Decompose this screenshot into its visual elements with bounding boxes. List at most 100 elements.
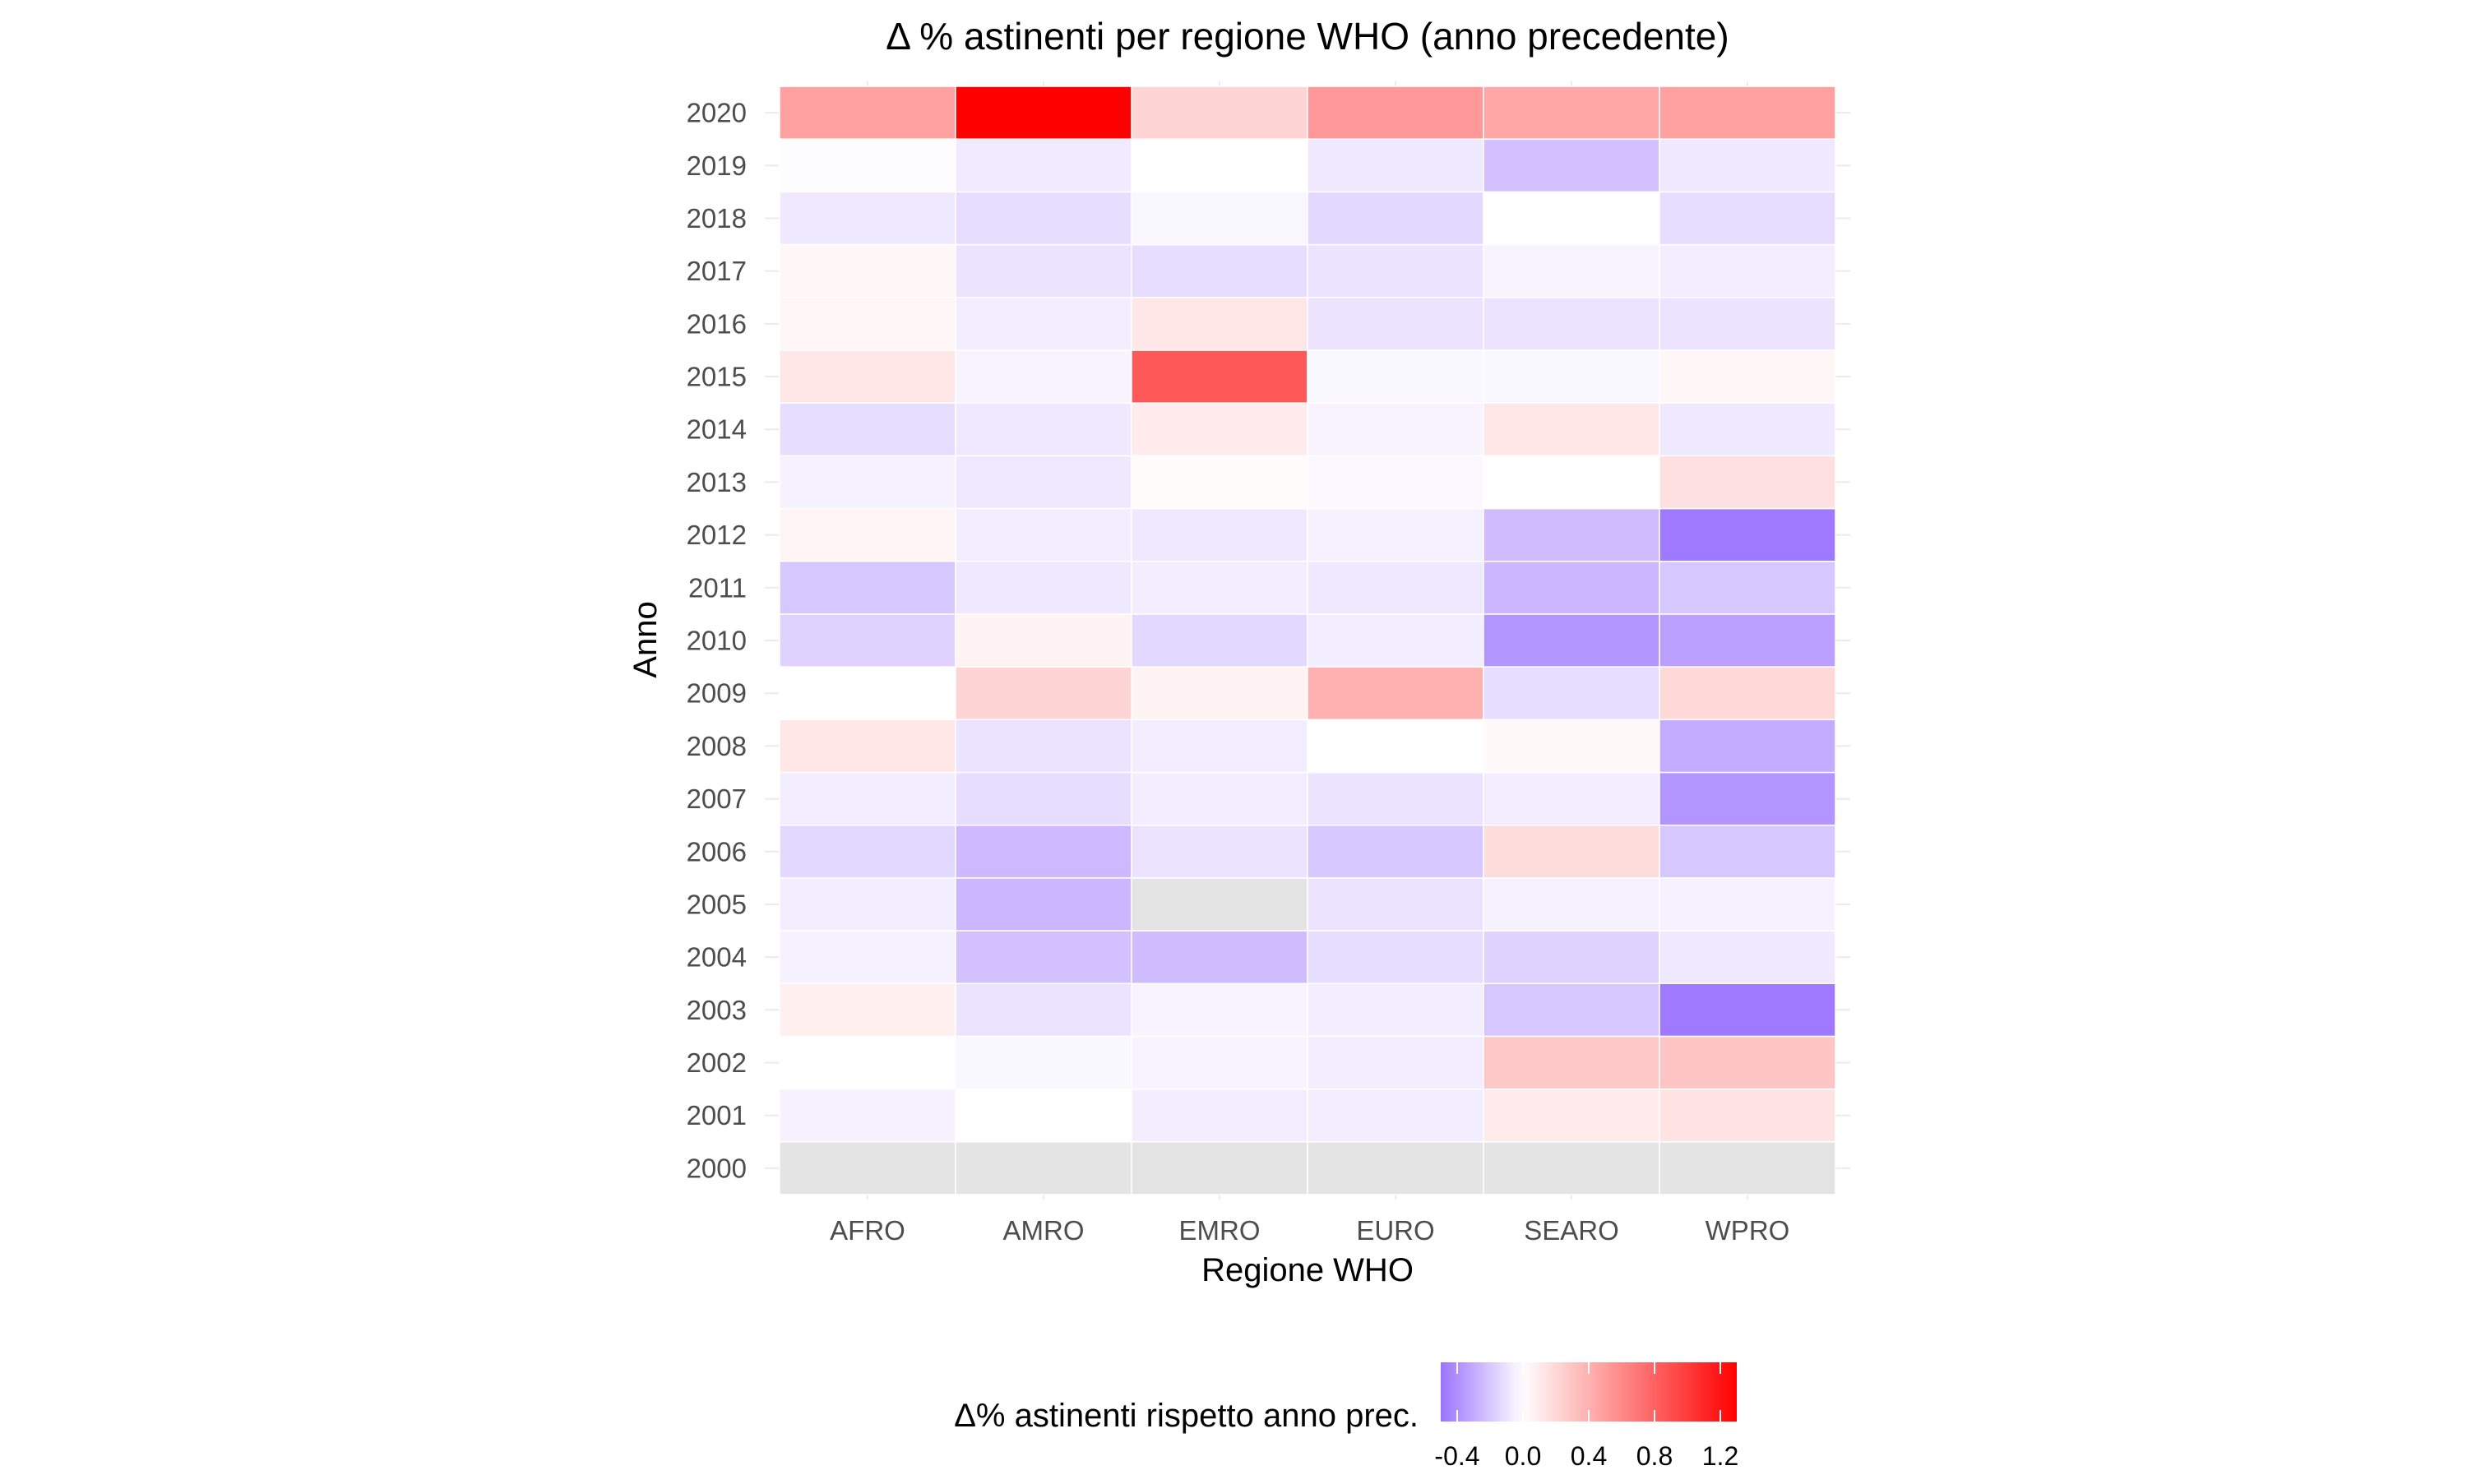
heatmap-cell-amro-2009 bbox=[955, 666, 1132, 721]
heatmap-cell-emro-2011 bbox=[1131, 560, 1308, 615]
heatmap-cell-euro-2020 bbox=[1307, 86, 1484, 140]
heatmap-cell-wpro-2000 bbox=[1659, 1141, 1836, 1195]
heatmap-cell-afro-2009 bbox=[779, 666, 956, 721]
heatmap-cell-afro-2002 bbox=[779, 1035, 956, 1090]
legend-tick-label: 0.4 bbox=[1571, 1441, 1607, 1471]
heatmap-cell-emro-2013 bbox=[1131, 455, 1308, 510]
heatmap-cell-wpro-2018 bbox=[1659, 191, 1836, 246]
heatmap-cell-emro-2003 bbox=[1131, 982, 1308, 1038]
heatmap-cell-amro-2005 bbox=[955, 877, 1132, 932]
heatmap-cell-euro-2014 bbox=[1307, 402, 1484, 457]
y-tick-label: 2019 bbox=[687, 150, 747, 181]
heatmap-cell-emro-2004 bbox=[1131, 930, 1308, 984]
heatmap-cell-emro-2012 bbox=[1131, 507, 1308, 562]
y-tick-label: 2000 bbox=[687, 1153, 747, 1183]
heatmap-cell-emro-2015 bbox=[1131, 349, 1308, 404]
heatmap-cell-amro-2012 bbox=[955, 507, 1132, 562]
heatmap-cell-wpro-2013 bbox=[1659, 455, 1836, 510]
heatmap-cell-searo-2000 bbox=[1483, 1141, 1660, 1195]
heatmap-cell-afro-2016 bbox=[779, 297, 956, 351]
y-tick-label: 2010 bbox=[687, 626, 747, 656]
heatmap-cell-amro-2001 bbox=[955, 1088, 1132, 1143]
heatmap-cell-emro-2000 bbox=[1131, 1141, 1308, 1195]
heatmap-cell-emro-2014 bbox=[1131, 402, 1308, 457]
heatmap-cell-searo-2002 bbox=[1483, 1035, 1660, 1090]
heatmap-cell-wpro-2011 bbox=[1659, 560, 1836, 615]
heatmap-cell-afro-2003 bbox=[779, 982, 956, 1038]
heatmap-cell-euro-2012 bbox=[1307, 507, 1484, 562]
heatmap-cell-afro-2015 bbox=[779, 349, 956, 404]
heatmap-cell-euro-2010 bbox=[1307, 613, 1484, 668]
y-tick-label: 2013 bbox=[687, 467, 747, 497]
legend-tick-label: 0.0 bbox=[1505, 1441, 1541, 1471]
heatmap-cell-wpro-2002 bbox=[1659, 1035, 1836, 1090]
y-tick-label: 2015 bbox=[687, 362, 747, 392]
x-axis-title: Regione WHO bbox=[1201, 1252, 1414, 1288]
y-tick-label: 2012 bbox=[687, 520, 747, 550]
y-tick-label: 2006 bbox=[687, 836, 747, 867]
y-tick-label: 2016 bbox=[687, 308, 747, 339]
heatmap-cell-euro-2002 bbox=[1307, 1035, 1484, 1090]
y-tick-label: 2002 bbox=[687, 1047, 747, 1078]
heatmap-cell-euro-2017 bbox=[1307, 243, 1484, 298]
heatmap-cell-euro-2005 bbox=[1307, 877, 1484, 932]
heatmap-cell-emro-2018 bbox=[1131, 191, 1308, 246]
heatmap-cell-afro-2018 bbox=[779, 191, 956, 246]
heatmap-cell-searo-2018 bbox=[1483, 191, 1660, 246]
heatmap-cell-searo-2005 bbox=[1483, 877, 1660, 932]
x-tick-labels: AFRO AMRO EMRO EURO SEARO WPRO bbox=[830, 1215, 1789, 1246]
heatmap-cell-amro-2013 bbox=[955, 455, 1132, 510]
heatmap-cell-emro-2006 bbox=[1131, 824, 1308, 879]
heatmap-cell-afro-2019 bbox=[779, 138, 956, 193]
heatmap-cell-amro-2014 bbox=[955, 402, 1132, 457]
heatmap-cell-emro-2001 bbox=[1131, 1088, 1308, 1143]
heatmap-cell-amro-2020 bbox=[955, 86, 1132, 140]
y-tick-label: 2007 bbox=[687, 784, 747, 814]
y-tick-label: 2004 bbox=[687, 942, 747, 973]
y-tick-label: 2005 bbox=[687, 889, 747, 919]
heatmap-cell-searo-2019 bbox=[1483, 138, 1660, 193]
x-tick-label: EMRO bbox=[1179, 1215, 1261, 1246]
heatmap-cell-wpro-2005 bbox=[1659, 877, 1836, 932]
heatmap-cell-searo-2016 bbox=[1483, 297, 1660, 351]
x-tick-label: SEARO bbox=[1524, 1215, 1619, 1246]
heatmap-cell-wpro-2016 bbox=[1659, 297, 1836, 351]
heatmap-cell-afro-2005 bbox=[779, 877, 956, 932]
heatmap-cell-wpro-2006 bbox=[1659, 824, 1836, 879]
heatmap-cell-afro-2014 bbox=[779, 402, 956, 457]
heatmap-cell-searo-2001 bbox=[1483, 1088, 1660, 1143]
heatmap-cell-afro-2008 bbox=[779, 719, 956, 774]
heatmap-cell-searo-2014 bbox=[1483, 402, 1660, 457]
heatmap-cell-afro-2012 bbox=[779, 507, 956, 562]
heatmap-cell-searo-2015 bbox=[1483, 349, 1660, 404]
heatmap-cell-searo-2003 bbox=[1483, 982, 1660, 1038]
heatmap-cell-euro-2004 bbox=[1307, 930, 1484, 984]
heatmap-cell-searo-2008 bbox=[1483, 719, 1660, 774]
heatmap-cell-emro-2002 bbox=[1131, 1035, 1308, 1090]
heatmap-cell-euro-2000 bbox=[1307, 1141, 1484, 1195]
x-tick-label: EURO bbox=[1356, 1215, 1434, 1246]
heatmap-cell-afro-2017 bbox=[779, 243, 956, 298]
heatmap-cell-euro-2018 bbox=[1307, 191, 1484, 246]
heatmap-cell-amro-2002 bbox=[955, 1035, 1132, 1090]
x-tick-label: WPRO bbox=[1706, 1215, 1790, 1246]
x-tick-label: AMRO bbox=[1003, 1215, 1085, 1246]
y-tick-label: 2009 bbox=[687, 678, 747, 709]
heatmap-cell-euro-2008 bbox=[1307, 719, 1484, 774]
heatmap-cell-amro-2003 bbox=[955, 982, 1132, 1038]
heatmap-cell-emro-2007 bbox=[1131, 771, 1308, 826]
heatmap-cell-wpro-2007 bbox=[1659, 771, 1836, 826]
heatmap-cell-amro-2006 bbox=[955, 824, 1132, 879]
heatmap-cell-amro-2010 bbox=[955, 613, 1132, 668]
heatmap-cell-wpro-2004 bbox=[1659, 930, 1836, 984]
heatmap-cell-euro-2013 bbox=[1307, 455, 1484, 510]
heatmap-cell-afro-2011 bbox=[779, 560, 956, 615]
heatmap-cell-wpro-2014 bbox=[1659, 402, 1836, 457]
heatmap-cell-wpro-2015 bbox=[1659, 349, 1836, 404]
heatmap-cell-amro-2000 bbox=[955, 1141, 1132, 1195]
heatmap-cell-wpro-2008 bbox=[1659, 719, 1836, 774]
heatmap-cell-emro-2010 bbox=[1131, 613, 1308, 668]
heatmap-cell-afro-2001 bbox=[779, 1088, 956, 1143]
heatmap-cell-amro-2017 bbox=[955, 243, 1132, 298]
